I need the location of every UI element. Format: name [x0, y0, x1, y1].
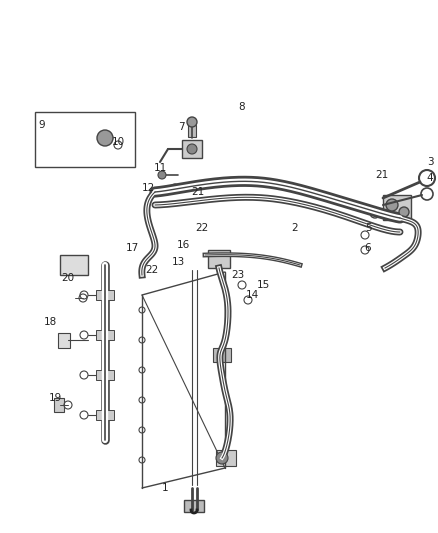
Text: 23: 23 — [231, 270, 245, 280]
Text: 14: 14 — [245, 290, 258, 300]
Bar — [58, 333, 70, 348]
Circle shape — [158, 171, 166, 179]
Text: 4: 4 — [427, 173, 433, 183]
Bar — [96, 290, 114, 300]
Text: 3: 3 — [427, 157, 433, 167]
Text: 8: 8 — [239, 102, 245, 112]
Circle shape — [187, 117, 197, 127]
Text: 11: 11 — [153, 163, 166, 173]
Bar — [60, 255, 88, 275]
Text: 5: 5 — [365, 223, 371, 233]
Text: 22: 22 — [195, 223, 208, 233]
Text: 2: 2 — [292, 223, 298, 233]
Text: 19: 19 — [48, 393, 62, 403]
Bar — [35, 112, 135, 167]
Text: 6: 6 — [365, 243, 371, 253]
Text: 18: 18 — [43, 317, 57, 327]
Circle shape — [386, 199, 398, 211]
Bar — [182, 140, 202, 158]
Text: 15: 15 — [256, 280, 270, 290]
Bar — [96, 410, 114, 420]
Text: 1: 1 — [162, 483, 168, 493]
Text: 7: 7 — [178, 122, 184, 132]
Bar — [184, 500, 204, 512]
Text: 16: 16 — [177, 240, 190, 250]
Bar — [213, 348, 231, 362]
Text: 22: 22 — [145, 265, 159, 275]
Circle shape — [399, 207, 409, 217]
Bar — [216, 450, 236, 466]
Bar — [96, 330, 114, 340]
Circle shape — [171, 184, 179, 192]
Bar — [383, 195, 411, 220]
Bar — [54, 398, 64, 412]
Text: 9: 9 — [39, 120, 45, 130]
Text: 10: 10 — [111, 137, 124, 147]
Circle shape — [216, 452, 228, 464]
Circle shape — [97, 130, 113, 146]
Text: 12: 12 — [141, 183, 155, 193]
Bar — [208, 250, 230, 268]
Text: 20: 20 — [61, 273, 74, 283]
Bar — [188, 125, 196, 137]
Text: 21: 21 — [375, 170, 389, 180]
Bar — [96, 370, 114, 380]
Text: 17: 17 — [125, 243, 138, 253]
Text: 21: 21 — [191, 187, 205, 197]
Text: 13: 13 — [171, 257, 185, 267]
Circle shape — [187, 144, 197, 154]
